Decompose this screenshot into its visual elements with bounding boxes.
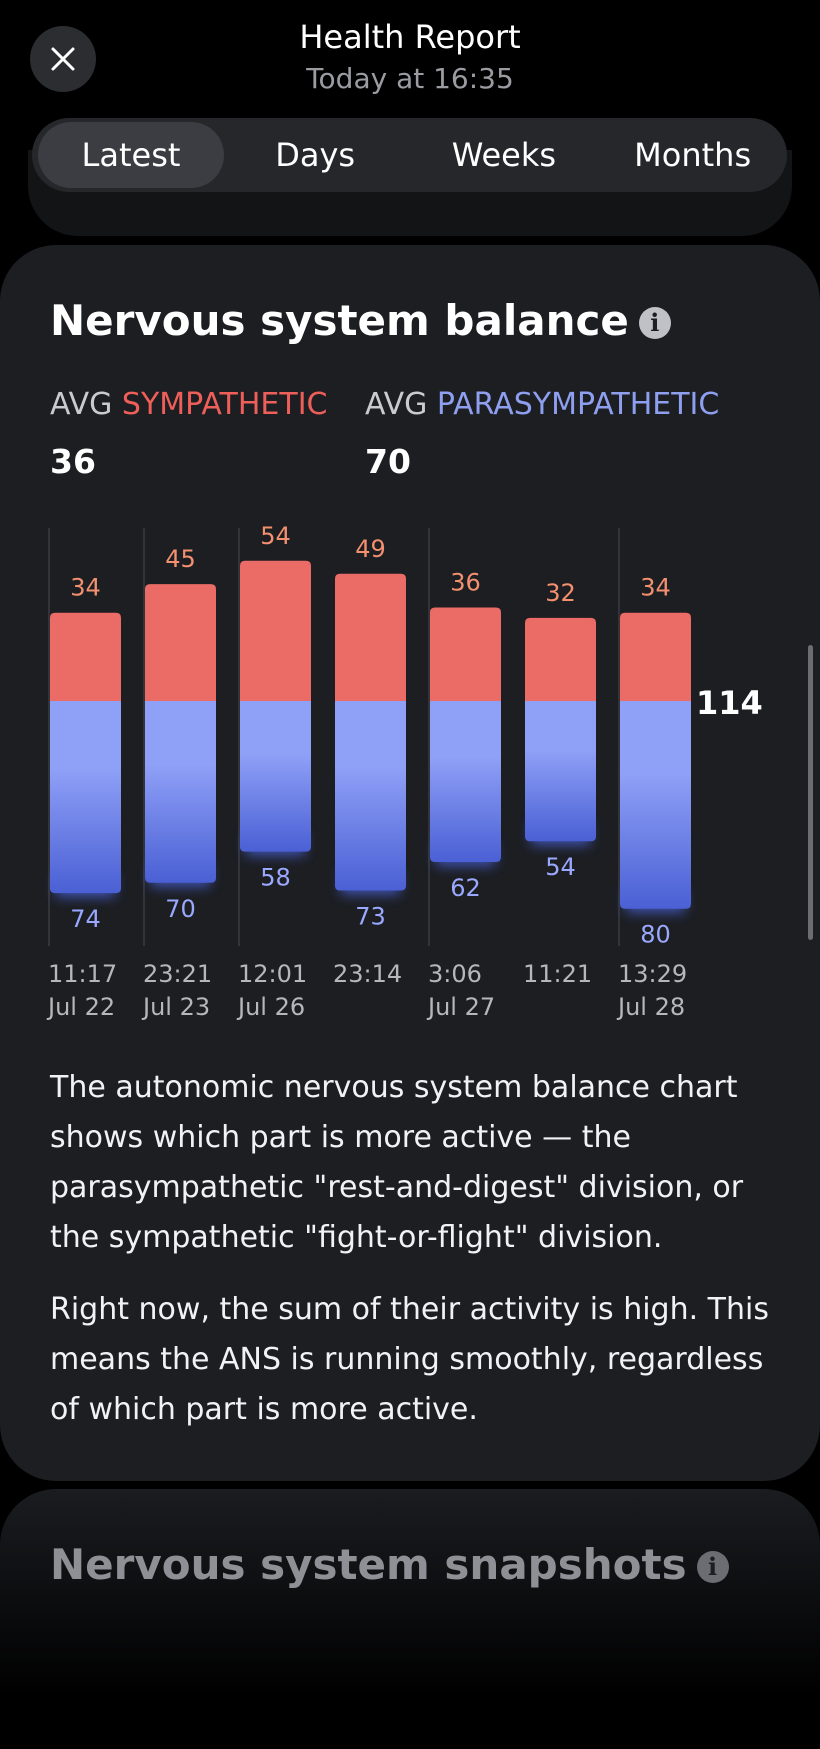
tab[interactable]: Days <box>275 136 356 174</box>
sympathetic-bar <box>430 607 501 701</box>
parasympathetic-bar <box>145 701 216 883</box>
time-label: 12:01 <box>238 960 307 988</box>
parasympathetic-label: 62 <box>450 874 481 902</box>
sympathetic-label: 34 <box>640 574 671 602</box>
sympathetic-bar <box>50 612 121 701</box>
average-name: PARASYMPATHETIC <box>436 387 720 422</box>
date-label: Jul 22 <box>46 993 115 1021</box>
screen: Health Report Today at 16:35 Latest Days W… <box>0 18 820 1749</box>
parasympathetic-bar <box>620 701 691 909</box>
next-card <box>0 1489 820 1749</box>
average-label: AVG PARASYMPATHETIC <box>365 387 719 422</box>
average-prefix: AVG <box>50 387 113 422</box>
parasympathetic-bar <box>430 701 501 862</box>
time-label: 3:06 <box>428 960 482 988</box>
time-label: 11:21 <box>523 960 592 988</box>
parasympathetic-label: 54 <box>545 853 576 881</box>
sympathetic-label: 45 <box>165 545 196 573</box>
tab[interactable]: Latest <box>38 122 224 188</box>
date-label: Jul 23 <box>141 993 210 1021</box>
header-subtitle: Today at 16:35 <box>306 62 514 95</box>
next-card-title: Nervous system snapshots i <box>50 1540 729 1589</box>
sympathetic-label: 32 <box>545 579 576 607</box>
date-label: Jul 28 <box>616 993 685 1021</box>
next-card-title-text: Nervous system snapshots <box>50 1540 687 1589</box>
parasympathetic-label: 70 <box>165 895 196 923</box>
average-prefix: AVG <box>365 387 428 422</box>
tab[interactable]: Months <box>634 136 752 174</box>
sympathetic-bar <box>525 617 596 701</box>
average-value: 70 <box>365 442 411 481</box>
parasympathetic-label: 80 <box>640 921 671 949</box>
header-title: Health Report <box>299 18 521 56</box>
total-label: 114 <box>696 684 763 722</box>
scrollbar <box>808 645 813 940</box>
info-icon[interactable]: i <box>638 307 671 339</box>
sympathetic-bar <box>335 573 406 701</box>
date-label: Jul 26 <box>236 993 305 1021</box>
time-label: 11:17 <box>48 960 117 988</box>
tab-bar: Latest Days Weeks Months <box>32 118 787 192</box>
sympathetic-label: 36 <box>450 569 481 597</box>
paragraph: Right now, the sum of their activity is … <box>50 1292 769 1427</box>
sympathetic-bar <box>620 612 691 701</box>
date-label: Jul 27 <box>426 993 495 1021</box>
time-label: 23:21 <box>143 960 212 988</box>
parasympathetic-label: 73 <box>355 903 386 931</box>
info-icon[interactable]: i <box>696 1551 729 1583</box>
time-label: 23:14 <box>333 960 402 988</box>
parasympathetic-bar <box>525 701 596 842</box>
average-value: 36 <box>50 442 96 481</box>
parasympathetic-bar <box>240 701 311 852</box>
time-label: 13:29 <box>618 960 687 988</box>
average-name: SYMPATHETIC <box>121 387 328 422</box>
card-title: Nervous system balance i <box>50 296 671 345</box>
chart: 34 74 11:17 Jul 22 45 70 23:21 Jul 23 54 58 12:01 J… <box>46 522 763 1021</box>
parasympathetic-label: 58 <box>260 864 291 892</box>
sympathetic-bar <box>240 560 311 701</box>
average-label: AVG SYMPATHETIC <box>50 387 328 422</box>
close-button[interactable] <box>30 26 96 92</box>
sympathetic-bar <box>145 584 216 701</box>
card-title-text: Nervous system balance <box>50 296 629 345</box>
sympathetic-label: 34 <box>70 574 101 602</box>
parasympathetic-label: 74 <box>70 905 101 933</box>
close-icon <box>51 47 75 71</box>
parasympathetic-bar <box>50 701 121 894</box>
paragraph: The autonomic nervous system balance cha… <box>50 1070 744 1255</box>
parasympathetic-bar <box>335 701 406 891</box>
sympathetic-label: 54 <box>260 522 291 550</box>
sympathetic-label: 49 <box>355 535 386 563</box>
tab[interactable]: Weeks <box>451 136 557 174</box>
